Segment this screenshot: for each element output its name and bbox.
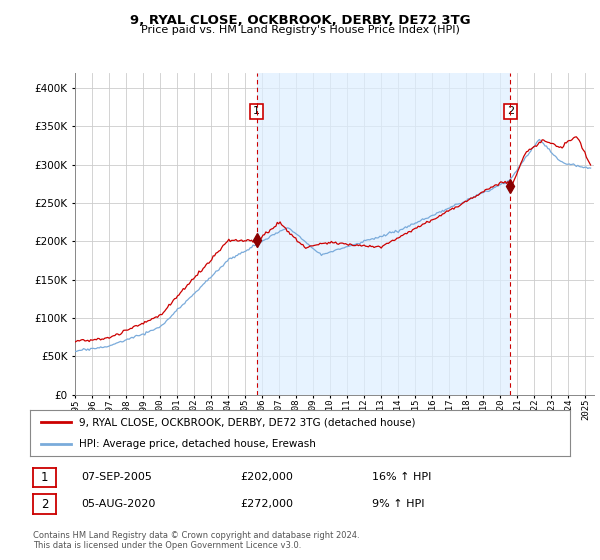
Text: 2: 2 <box>507 106 514 116</box>
Text: £202,000: £202,000 <box>240 472 293 482</box>
Text: HPI: Average price, detached house, Erewash: HPI: Average price, detached house, Erew… <box>79 439 316 449</box>
Text: 9% ↑ HPI: 9% ↑ HPI <box>372 499 425 509</box>
Text: 2: 2 <box>41 497 48 511</box>
Text: 1: 1 <box>41 470 48 484</box>
Text: £272,000: £272,000 <box>240 499 293 509</box>
Text: 16% ↑ HPI: 16% ↑ HPI <box>372 472 431 482</box>
Text: 07-SEP-2005: 07-SEP-2005 <box>81 472 152 482</box>
Text: 9, RYAL CLOSE, OCKBROOK, DERBY, DE72 3TG (detached house): 9, RYAL CLOSE, OCKBROOK, DERBY, DE72 3TG… <box>79 417 415 427</box>
Bar <box>257 73 510 395</box>
Text: 05-AUG-2020: 05-AUG-2020 <box>81 499 155 509</box>
Text: Price paid vs. HM Land Registry's House Price Index (HPI): Price paid vs. HM Land Registry's House … <box>140 25 460 35</box>
Text: 1: 1 <box>253 106 260 116</box>
Text: Contains HM Land Registry data © Crown copyright and database right 2024.
This d: Contains HM Land Registry data © Crown c… <box>33 531 359 550</box>
Text: 9, RYAL CLOSE, OCKBROOK, DERBY, DE72 3TG: 9, RYAL CLOSE, OCKBROOK, DERBY, DE72 3TG <box>130 14 470 27</box>
